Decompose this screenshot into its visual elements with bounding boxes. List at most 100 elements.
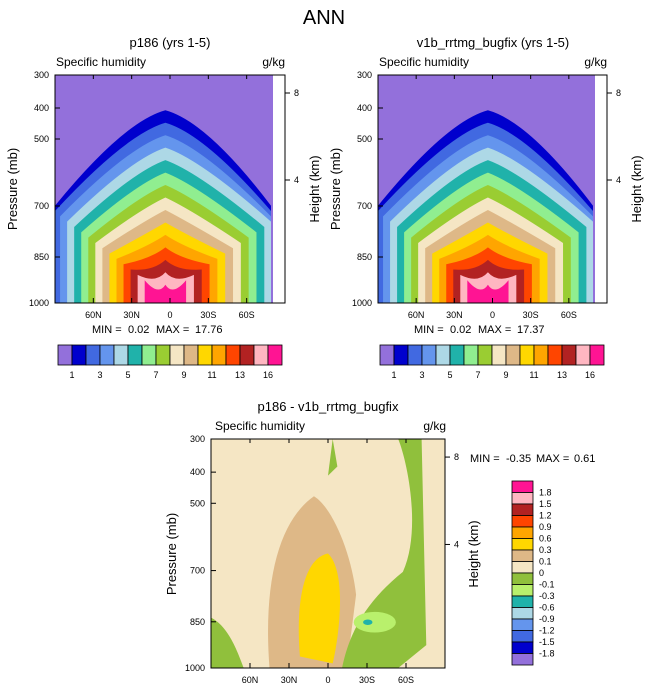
colorbar-diff-label: 0.6 bbox=[539, 534, 552, 544]
panel-c-units: g/kg bbox=[423, 419, 446, 433]
contour-band-positive bbox=[298, 553, 341, 664]
panel-b-ytick-label: 400 bbox=[357, 103, 372, 113]
panel-b-xtick-label: 30N bbox=[446, 310, 463, 320]
colorbar-a-swatch bbox=[169, 344, 185, 366]
colorbar-b-label: 7 bbox=[475, 370, 480, 380]
colorbar-diff-swatch bbox=[511, 595, 534, 608]
contour-band-negative-core bbox=[363, 619, 373, 625]
colorbar-b-swatch bbox=[477, 344, 493, 366]
colorbar-diff-swatch bbox=[511, 607, 534, 620]
contour-band-negative bbox=[342, 439, 427, 668]
panel-c-min-label: MIN = bbox=[470, 453, 500, 465]
panel-b-y2tick-label: 4 bbox=[616, 175, 621, 185]
colorbar-diff-label: 0.9 bbox=[539, 522, 552, 532]
colorbar-diff-swatch bbox=[511, 480, 534, 493]
panel-c-xtick-label: 0 bbox=[325, 675, 330, 685]
colorbar-a-swatch bbox=[225, 344, 241, 366]
panel-b: v1b_rrtmg_bugfix (yrs 1-5) Specific humi… bbox=[328, 35, 644, 336]
colorbar-diff-label: 0.3 bbox=[539, 545, 552, 555]
panel-a-units: g/kg bbox=[262, 55, 285, 69]
colorbar-b-swatch bbox=[519, 344, 535, 366]
colorbar-a-swatch bbox=[99, 344, 115, 366]
panel-c-ytick-label: 700 bbox=[190, 566, 205, 576]
panel-b-ytick-label: 700 bbox=[357, 201, 372, 211]
panel-b-ylabel: Pressure (mb) bbox=[328, 148, 343, 230]
colorbar-b-label: 5 bbox=[447, 370, 452, 380]
colorbar-a-swatch bbox=[253, 344, 269, 366]
contour-band-negative-strong bbox=[353, 611, 396, 633]
panel-b-xtick-label: 30S bbox=[523, 310, 539, 320]
colorbar-a-swatch bbox=[211, 344, 227, 366]
panel-c-ytick-label: 1000 bbox=[185, 663, 205, 673]
colorbar-diff-label: -1.2 bbox=[539, 626, 555, 636]
colorbar-diff-label: 1.8 bbox=[539, 488, 552, 498]
colorbar-a-swatch bbox=[183, 344, 199, 366]
panel-a-axes: 300 400 500 700 850 1000 8 4 60N 30N 0 30S 60S bbox=[29, 70, 299, 320]
panel-a-ytick-label: 1000 bbox=[29, 298, 49, 308]
colorbar-b: 1 3 5 7 9 11 13 16 bbox=[379, 344, 605, 380]
colorbar-a: 1 3 5 7 9 11 13 16 bbox=[57, 344, 283, 380]
colorbar-a-label: 11 bbox=[207, 370, 216, 380]
colorbar-diff-label: -1.5 bbox=[539, 637, 555, 647]
colorbar-a-swatch bbox=[197, 344, 213, 366]
panel-a-min-label: MIN = bbox=[92, 324, 122, 336]
panel-b-ytick-label: 850 bbox=[357, 252, 372, 262]
colorbar-b-swatch bbox=[435, 344, 451, 366]
panel-a-ytick-label: 500 bbox=[34, 134, 49, 144]
colorbar-diff-swatch bbox=[511, 653, 534, 666]
panel-b-title: v1b_rrtmg_bugfix (yrs 1-5) bbox=[417, 35, 569, 50]
colorbar-b-swatch bbox=[505, 344, 521, 366]
colorbar-a-label: 13 bbox=[235, 370, 245, 380]
panel-b-contours bbox=[378, 75, 607, 303]
colorbar-diff-swatch bbox=[511, 549, 534, 562]
panel-a-ytick-label: 700 bbox=[34, 201, 49, 211]
colorbar-b-swatch bbox=[379, 344, 395, 366]
colorbar-diff-label: 0 bbox=[539, 568, 544, 578]
panel-a-xtick-label: 0 bbox=[167, 310, 172, 320]
panel-c-ytick-label: 300 bbox=[190, 434, 205, 444]
colorbar-b-label: 3 bbox=[419, 370, 424, 380]
panel-c-axes: 300 400 500 700 850 1000 8 4 60N 30N 0 30S 60S bbox=[185, 434, 459, 685]
panel-c-ytick-label: 500 bbox=[190, 498, 205, 508]
colorbar-b-swatch bbox=[589, 344, 605, 366]
colorbar-b-swatch bbox=[561, 344, 577, 366]
panel-a-contours bbox=[55, 75, 285, 303]
colorbar-diff-swatch bbox=[511, 630, 534, 643]
panel-c-xtick-label: 60S bbox=[398, 675, 414, 685]
panel-b-max-label: MAX = bbox=[478, 324, 511, 336]
panel-a-xtick-label: 60N bbox=[85, 310, 102, 320]
colorbar-diff-swatch bbox=[511, 572, 534, 585]
colorbar-diff-swatch bbox=[511, 641, 534, 654]
colorbar-a-label: 3 bbox=[97, 370, 102, 380]
panel-a: p186 (yrs 1-5) Specific humidity g/kg 30… bbox=[5, 35, 322, 336]
colorbar-a-label: 16 bbox=[263, 370, 273, 380]
panel-a-max-value: 17.76 bbox=[195, 324, 223, 336]
colorbar-a-label: 5 bbox=[125, 370, 130, 380]
colorbar-diff-swatch bbox=[511, 618, 534, 631]
panel-a-ytick-label: 400 bbox=[34, 103, 49, 113]
panel-a-y2tick-label: 8 bbox=[294, 88, 299, 98]
panel-c-title: p186 - v1b_rrtmg_bugfix bbox=[258, 399, 399, 414]
panel-a-xtick-label: 60S bbox=[239, 310, 255, 320]
colorbar-diff-label: -0.3 bbox=[539, 591, 555, 601]
page-title: ANN bbox=[303, 7, 345, 29]
panel-c: p186 - v1b_rrtmg_bugfix Specific humidit… bbox=[164, 399, 595, 685]
colorbar-a-swatch bbox=[71, 344, 87, 366]
panel-b-xtick-label: 60N bbox=[408, 310, 425, 320]
panel-b-axes: 300 400 500 700 850 1000 8 4 60N 30N 0 30S 60S bbox=[352, 70, 621, 320]
colorbar-diff-swatch bbox=[511, 526, 534, 539]
colorbar-a-label: 1 bbox=[69, 370, 74, 380]
colorbar-a-swatch bbox=[127, 344, 143, 366]
colorbar-diff-swatch bbox=[511, 584, 534, 597]
colorbar-b-swatch bbox=[449, 344, 465, 366]
panel-a-y2label: Height (km) bbox=[307, 155, 322, 222]
colorbar-b-label: 16 bbox=[585, 370, 595, 380]
panel-b-ytick-label: 500 bbox=[357, 134, 372, 144]
panel-b-y2tick-label: 8 bbox=[616, 88, 621, 98]
panel-c-xtick-label: 30N bbox=[281, 675, 298, 685]
colorbar-b-label: 1 bbox=[391, 370, 396, 380]
contour-band-negative-top bbox=[328, 439, 338, 476]
panel-c-max-label: MAX = bbox=[536, 453, 569, 465]
panel-b-ytick-label: 1000 bbox=[352, 298, 372, 308]
